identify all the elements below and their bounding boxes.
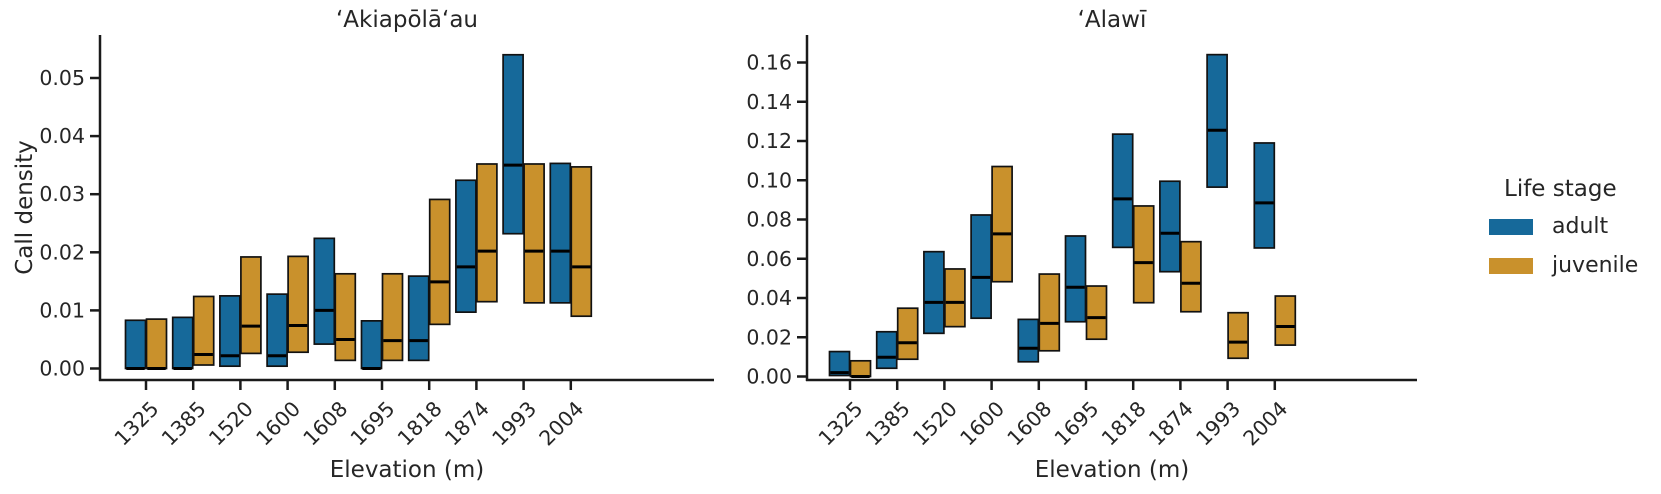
y-tick-label: 0.02 [746, 325, 792, 349]
panel-1: 0.00 0.02 0.04 0.06 0.08 0.10 0.12 0.14 0.16 1325… [746, 7, 1417, 483]
crossbar-juvenile-1325 [849, 359, 872, 378]
y-tick-label: 0.02 [39, 240, 85, 264]
x-tick-label: 1520 [908, 397, 962, 451]
y-tick-label: 0.00 [39, 357, 85, 381]
legend-label-juvenile: juvenile [1552, 253, 1639, 278]
crossbar-adult-1385 [171, 316, 194, 370]
panel-title: ʻAlawī [1078, 7, 1147, 33]
x-tick-label: 1385 [861, 397, 915, 451]
crossbar-adult-1818 [1111, 133, 1134, 249]
panel-title: ʻAkiapōlāʻau [336, 7, 478, 33]
x-tick-label: 1608 [298, 397, 352, 451]
crossbar-juvenile-1993 [523, 163, 545, 304]
x-tick-label: 1325 [814, 397, 868, 451]
crossbar-adult-2004 [1253, 142, 1276, 249]
y-tick-label: 0.01 [39, 298, 85, 322]
y-tick-label: 0.04 [39, 124, 85, 148]
x-tick-label: 1600 [955, 397, 1009, 451]
legend-swatch-juvenile [1489, 258, 1533, 274]
x-tick-label: 1818 [393, 397, 447, 451]
crossbar-adult-1520 [219, 295, 241, 368]
crossbar-juvenile-1385 [896, 307, 919, 361]
crossbar-juvenile-1325 [145, 318, 168, 370]
crossbar-adult-1608 [313, 237, 336, 345]
crossbar-juvenile-1874 [476, 163, 498, 303]
crossbar-adult-1600 [970, 214, 992, 320]
panel-0: 0.00 0.01 0.02 0.03 0.04 0.05 1325138515201600… [12, 7, 714, 483]
y-tick-label: 0.03 [39, 182, 85, 206]
y-axis-label: Call density [12, 140, 38, 275]
legend: Life stage adult juvenile [1489, 176, 1638, 294]
y-tick-label: 0.12 [746, 129, 792, 153]
legend-title: Life stage [1504, 176, 1617, 202]
crossbar-adult-2004 [549, 162, 572, 304]
crossbar-juvenile-1385 [192, 295, 215, 366]
crossbar-adult-1993 [1206, 53, 1228, 188]
x-tick-label: 1993 [1191, 397, 1245, 451]
x-axis-label: Elevation (m) [330, 457, 485, 483]
y-tick-label: 0.05 [39, 66, 85, 90]
legend-label-adult: adult [1552, 214, 1609, 239]
x-tick-label: 1993 [487, 397, 541, 451]
crossbar-adult-1695 [360, 320, 383, 370]
x-tick-label: 1695 [346, 397, 400, 451]
y-tick-label: 0.14 [746, 90, 792, 114]
y-tick-label: 0.16 [746, 51, 792, 75]
crossbar-juvenile-1608 [1038, 273, 1061, 352]
x-tick-label: 1385 [157, 397, 211, 451]
crossbar-adult-1874 [455, 179, 477, 313]
y-tick-label: 0.06 [746, 247, 792, 271]
crossbar-adult-1993 [502, 53, 524, 235]
legend-item-juvenile: juvenile [1489, 255, 1638, 277]
x-tick-label: 1874 [1144, 397, 1198, 451]
crossbar-juvenile-2004 [1274, 295, 1297, 346]
x-tick-label: 1520 [204, 397, 258, 451]
x-tick-label: 2004 [534, 397, 588, 451]
crossbar-adult-1520 [923, 250, 945, 335]
crossbar-adult-1874 [1159, 180, 1181, 273]
legend-swatch-adult [1489, 219, 1533, 235]
y-tick-label: 0.04 [746, 286, 792, 310]
crossbar-juvenile-1695 [381, 272, 404, 362]
x-tick-label: 2004 [1238, 397, 1292, 451]
crossbar-juvenile-1818 [428, 198, 451, 326]
x-tick-label: 1695 [1050, 397, 1104, 451]
crossbar-juvenile-1993 [1227, 311, 1249, 360]
legend-item-adult: adult [1489, 216, 1638, 238]
y-tick-label: 0.10 [746, 168, 792, 192]
crossbar-adult-1695 [1064, 235, 1087, 323]
crossbar-juvenile-1600 [287, 255, 309, 354]
crossbar-adult-1325 [828, 350, 851, 377]
crossbar-adult-1608 [1017, 318, 1040, 363]
crossbar-juvenile-1818 [1132, 205, 1155, 304]
crossbar-juvenile-1600 [991, 165, 1013, 283]
crossbar-juvenile-1695 [1085, 285, 1108, 341]
x-tick-label: 1608 [1002, 397, 1056, 451]
x-tick-label: 1874 [440, 397, 494, 451]
x-tick-label: 1818 [1097, 397, 1151, 451]
x-axis-label: Elevation (m) [1035, 457, 1190, 483]
crossbar-juvenile-1520 [240, 256, 262, 355]
y-tick-label: 0.08 [746, 208, 792, 232]
crossbar-juvenile-1874 [1180, 240, 1202, 313]
y-tick-label: 0.00 [746, 365, 792, 389]
crossbar-adult-1600 [266, 293, 288, 368]
crossbar-juvenile-1520 [944, 268, 966, 328]
crossbar-adult-1818 [407, 275, 430, 362]
crossbar-adult-1325 [124, 319, 147, 370]
x-tick-label: 1600 [251, 397, 305, 451]
crossbar-juvenile-2004 [570, 166, 593, 318]
crossbar-adult-1385 [875, 330, 898, 370]
crossbar-juvenile-1608 [334, 272, 357, 362]
x-tick-label: 1325 [110, 397, 164, 451]
